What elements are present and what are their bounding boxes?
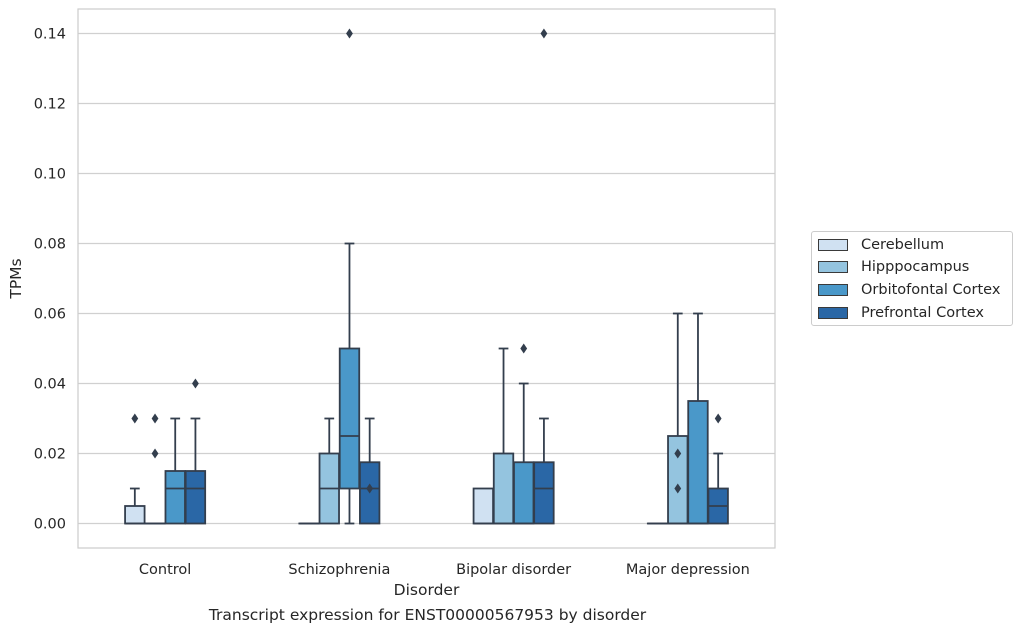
x-tick-label: Bipolar disorder xyxy=(456,562,571,578)
iqr-box xyxy=(494,454,514,524)
iqr-box xyxy=(534,462,554,523)
box-orbitofontal-cortex-bipolar-disorder xyxy=(514,344,534,524)
box-prefrontal-cortex-control xyxy=(186,379,206,524)
x-axis-label: Disorder xyxy=(394,581,460,599)
y-tick-label: 0.06 xyxy=(34,307,66,323)
y-tick-label: 0.10 xyxy=(34,167,66,183)
legend: Cerebellum Hipppocampus Orbitofontal Cor… xyxy=(811,231,1013,326)
box-cerebellum-bipolar-disorder xyxy=(474,489,494,524)
outlier-point xyxy=(346,29,353,39)
outlier-point xyxy=(192,379,199,389)
legend-label-orbitofontal-cortex: Orbitofontal Cortex xyxy=(861,282,1000,298)
box-orbitofontal-cortex-major-depression xyxy=(688,314,708,524)
legend-swatch-prefrontal-cortex xyxy=(818,307,848,319)
outlier-point xyxy=(715,414,722,424)
box-prefrontal-cortex-major-depression xyxy=(708,414,728,524)
box-hipppocampus-schizophrenia xyxy=(320,419,340,524)
legend-item-prefrontal-cortex: Prefrontal Cortex xyxy=(818,303,984,323)
box-hipppocampus-control xyxy=(145,414,165,524)
legend-label-hipppocampus: Hipppocampus xyxy=(861,259,969,275)
tick-layer: 0.00 0.02 0.04 0.06 0.08 0.10 0.12 0.14 Control S… xyxy=(34,27,750,579)
y-axis-label: TPMs xyxy=(7,258,25,299)
iqr-box xyxy=(514,462,534,523)
outlier-point xyxy=(152,414,159,424)
box-prefrontal-cortex-bipolar-disorder xyxy=(534,29,554,524)
x-tick-label: Control xyxy=(139,562,191,578)
box-hipppocampus-bipolar-disorder xyxy=(494,349,514,524)
box-layer xyxy=(125,29,728,524)
box-orbitofontal-cortex-control xyxy=(165,419,185,524)
iqr-box xyxy=(688,401,708,524)
y-tick-label: 0.02 xyxy=(34,447,66,463)
x-tick-label: Schizophrenia xyxy=(288,562,390,578)
outlier-point xyxy=(541,29,548,39)
iqr-box xyxy=(125,506,145,524)
y-tick-label: 0.12 xyxy=(34,97,66,113)
box-orbitofontal-cortex-schizophrenia xyxy=(340,29,360,524)
iqr-box xyxy=(340,349,360,489)
box-prefrontal-cortex-schizophrenia xyxy=(360,419,380,524)
legend-swatch-orbitofontal-cortex xyxy=(818,284,848,296)
outlier-point xyxy=(131,414,138,424)
iqr-box xyxy=(186,471,206,524)
outlier-point xyxy=(152,449,159,459)
figure-caption: Transcript expression for ENST0000056795… xyxy=(0,606,855,624)
x-tick-label: Major depression xyxy=(626,562,750,578)
box-cerebellum-control xyxy=(125,414,145,524)
legend-swatch-cerebellum xyxy=(818,239,848,251)
y-tick-label: 0.08 xyxy=(34,237,66,253)
legend-label-cerebellum: Cerebellum xyxy=(861,237,944,253)
legend-item-orbitofontal-cortex: Orbitofontal Cortex xyxy=(818,280,1000,300)
y-tick-label: 0.14 xyxy=(34,27,66,43)
y-tick-label: 0.00 xyxy=(34,517,66,533)
iqr-box xyxy=(165,471,185,524)
box-hipppocampus-major-depression xyxy=(668,314,688,524)
iqr-box xyxy=(474,489,494,524)
outlier-point xyxy=(520,344,527,354)
legend-item-cerebellum: Cerebellum xyxy=(818,235,944,255)
legend-swatch-hipppocampus xyxy=(818,261,848,273)
y-tick-label: 0.04 xyxy=(34,377,66,393)
legend-item-hipppocampus: Hipppocampus xyxy=(818,257,969,277)
legend-label-prefrontal-cortex: Prefrontal Cortex xyxy=(861,305,984,321)
